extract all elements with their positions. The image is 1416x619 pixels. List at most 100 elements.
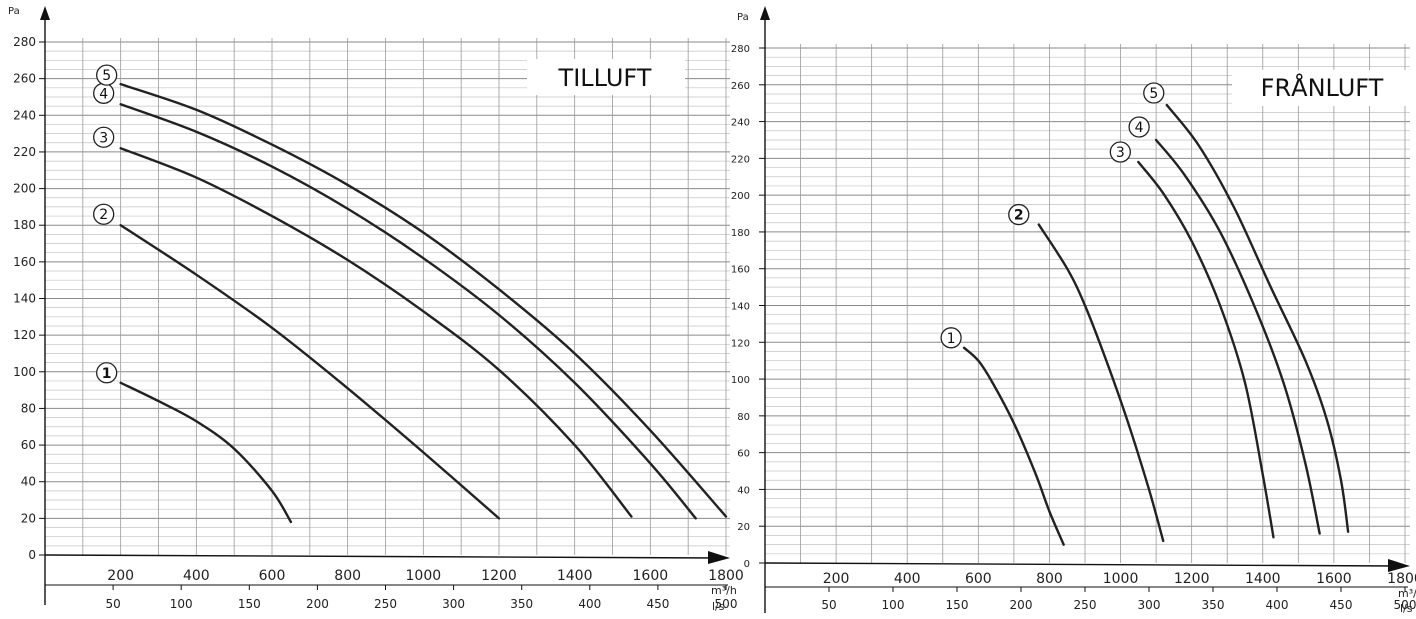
x-tick-label: 400 [894,571,921,587]
y-tick-label: 80 [21,401,36,415]
x2-tick-label: 300 [442,597,465,611]
y-tick-label: 100 [13,365,36,379]
y-tick-label: 220 [13,145,36,159]
y-tick-label: 40 [21,475,36,489]
y-tick-label: 160 [731,265,750,276]
x2-tick-label: 350 [1202,598,1225,612]
chart-title-box [527,59,685,95]
x2-tick-label: 500 [1394,598,1416,612]
x-tick-label: 1400 [1245,571,1281,587]
x2-tick-label: 350 [510,597,533,611]
x-tick-label: 600 [259,568,286,584]
curve-5 [1165,103,1350,533]
x-tick-label: 1000 [406,568,442,584]
curve-label: 5 [1149,86,1158,102]
curve-label: 4 [99,86,108,102]
curve-label-circle [1128,116,1150,138]
x2-tick-label: 450 [646,597,669,611]
y-axis-label: Pa [737,12,749,23]
curve-label: 3 [99,130,108,146]
y-axis-label: Pa [8,6,20,17]
y-tick-label: 280 [13,35,36,49]
x2-tick-label: 200 [1010,598,1033,612]
y-tick-label: 200 [731,191,750,202]
y-tick-label: 200 [13,182,36,196]
curve-label: 4 [1135,120,1144,136]
y-tick-label: 60 [21,438,36,452]
grid [765,44,1410,563]
x-tick-label: 800 [1036,571,1063,587]
x2-tick-label: 250 [1074,598,1097,612]
chart-title-box [1232,70,1412,106]
chart-title: FRÅNLUFT [1261,73,1384,102]
x2-tick-label: 50 [105,597,120,611]
x2-tick-label: 300 [1138,598,1161,612]
y-tick-label: 220 [731,154,750,165]
chart-title: TILLUFT [558,64,652,92]
y-tick-label: 100 [731,375,750,386]
x-tick-label: 1200 [481,568,517,584]
x-tick-label: 1800 [708,568,744,584]
grid [45,38,730,555]
y-tick-label: 0 [28,548,36,562]
curve-label-circle [93,126,115,148]
curve-label-circle [93,203,115,225]
y-tick-label: 20 [737,522,750,533]
x-tick-label: 1200 [1174,571,1210,587]
x-axis-arrow [708,551,730,564]
curve-label-circle [940,327,962,349]
curve-2 [119,224,501,520]
y-tick-label: 240 [731,118,750,129]
y-tick-label: 40 [737,485,750,496]
y-tick-label: 180 [13,218,36,232]
curve-2 [1037,223,1165,543]
curve-1 [962,346,1065,546]
x2-axis-unit: l/s [1400,602,1413,615]
y-tick-label: 120 [13,328,36,342]
curve-1 [119,381,293,524]
x-axis-arrow [1388,559,1410,572]
y-tick-label: 80 [737,412,750,423]
x2-tick-label: 200 [306,597,329,611]
y-tick-label: 240 [13,108,36,122]
y-tick-label: 120 [731,338,750,349]
x-tick-label: 1800 [1387,571,1416,587]
x-axis-unit: m³/h [711,584,737,597]
curve-5 [119,82,728,518]
x-tick-label: 400 [183,568,210,584]
x-tick-label: 200 [107,568,134,584]
curve-label-circle [1143,82,1165,104]
curve-4 [119,103,697,520]
x-tick-label: 1000 [1103,571,1139,587]
x2-tick-label: 100 [170,597,193,611]
curve-3 [119,147,633,518]
x2-tick-label: 400 [578,597,601,611]
curve-label-circle [96,64,118,86]
curve-4 [1154,138,1321,535]
y-axis-arrow [760,6,770,20]
x-tick-label: 1400 [557,568,593,584]
x-tick-label: 1600 [633,568,669,584]
y-tick-label: 180 [731,228,750,239]
curve-label: 2 [99,207,108,223]
x-tick-label: 800 [334,568,361,584]
x-axis [764,562,1401,567]
x-tick-label: 1600 [1316,571,1352,587]
x2-tick-label: 150 [946,598,969,612]
curve-label-circle [1109,141,1131,163]
curve-3 [1137,160,1275,539]
x2-tick-label: 150 [238,597,261,611]
y-tick-label: 140 [13,292,36,306]
x2-tick-label: 450 [1330,598,1353,612]
tilluft-chart: 0 20 40 60 80 100 120 140 160 180 200 220 240 260 280 P… [8,6,744,613]
x-axis-unit: m³/h [1398,587,1416,600]
x2-tick-label: 500 [715,597,738,611]
curve-label: 2 [1014,208,1024,224]
y-tick-label: 140 [731,302,750,313]
x-tick-label: 600 [965,571,992,587]
y-tick-label: 60 [737,449,750,460]
y-tick-label: 0 [744,559,750,570]
curve-label: 3 [1116,145,1125,161]
y-tick-label: 260 [13,72,36,86]
curve-label-circle [1008,203,1030,226]
